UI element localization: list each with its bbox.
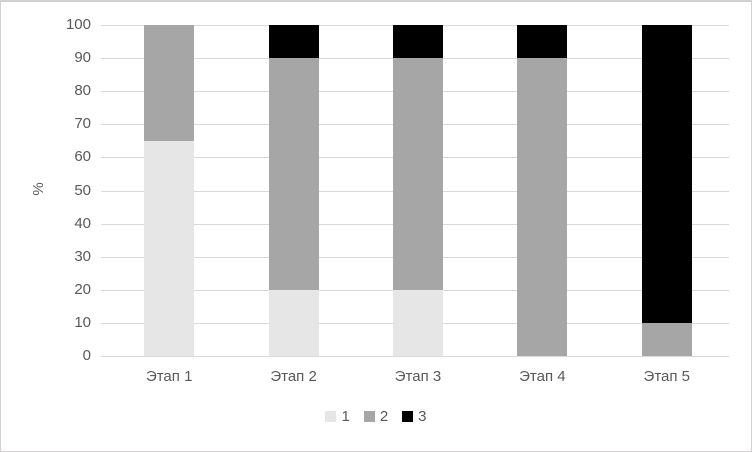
bar-segment-series-2: [641, 322, 692, 356]
legend-item-2: 2: [363, 408, 389, 425]
legend-item-3: 3: [402, 408, 427, 425]
legend-swatch-icon: [363, 411, 375, 422]
bar-segment-series-2: [517, 58, 568, 356]
legend-item-1: 1: [325, 408, 350, 425]
y-tick-label: 0: [82, 347, 91, 364]
legend-label: 1: [341, 408, 350, 425]
bar-segment-series-1: [393, 289, 443, 356]
x-category-label: Этап 1: [145, 368, 193, 385]
x-category-label: Этап 3: [394, 368, 442, 385]
bar-segment-series-3: [393, 25, 443, 59]
legend-label: 3: [418, 408, 427, 425]
x-category-label: Этап 5: [643, 368, 691, 385]
y-tick-label: 30: [74, 247, 91, 265]
bar-segment-series-1: [144, 140, 195, 356]
legend-swatch-icon: [325, 411, 337, 422]
y-tick-label: 100: [65, 16, 91, 33]
bar-segment-series-2: [268, 58, 319, 290]
y-tick-label: 50: [74, 181, 91, 199]
y-tick-label: 90: [74, 49, 91, 67]
y-tick-label: 40: [74, 214, 91, 232]
x-category-label: Этап 2: [270, 368, 317, 385]
legend-swatch-icon: [402, 411, 414, 422]
bar-segment-series-3: [268, 25, 319, 59]
y-tick-label: 80: [74, 82, 91, 100]
bar-segment-series-3: [517, 25, 568, 59]
y-tick-label: 60: [74, 148, 91, 166]
bar-segment-series-3: [641, 25, 692, 323]
gridline: [101, 356, 729, 357]
bar-segment-series-1: [268, 289, 319, 356]
y-tick-label: 20: [74, 280, 91, 298]
legend-label: 2: [379, 408, 389, 425]
x-category-label: Этап 4: [519, 368, 566, 385]
y-tick-label: 10: [74, 313, 91, 331]
bar-segment-series-2: [144, 25, 195, 141]
y-tick-label: 70: [74, 115, 91, 133]
bar-segment-series-2: [393, 58, 443, 290]
legend: 1 2 3: [1, 408, 751, 425]
